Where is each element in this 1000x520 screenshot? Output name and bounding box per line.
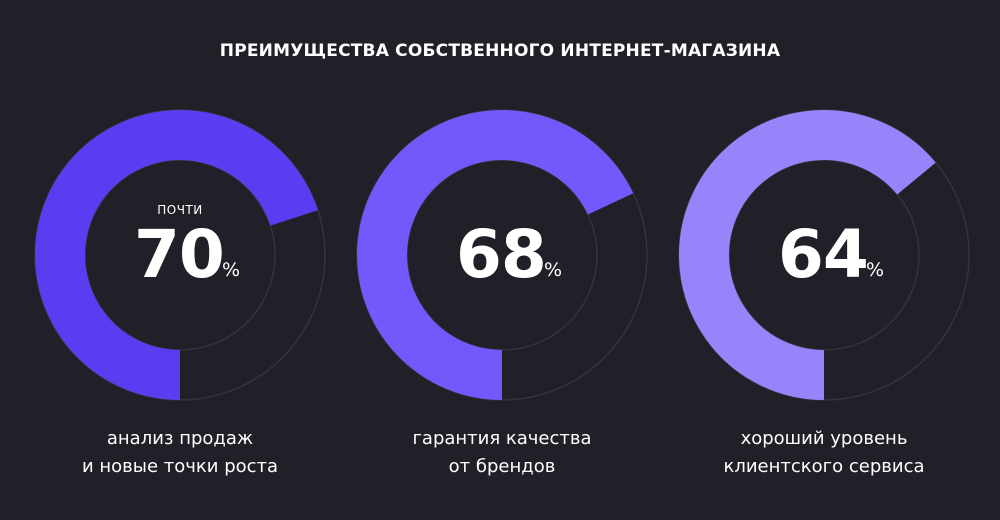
donut-caption: анализ продаж и новые точки роста [30,425,330,481]
caption-line: хороший уровень [740,428,908,449]
donut-arc-3 [679,110,936,400]
value-unit: % [222,259,241,281]
donut-arc-2 [357,110,634,400]
caption-line: клиентского сервиса [723,456,925,477]
caption-line: от брендов [448,456,556,477]
value-number: 64 [778,216,869,293]
value-prefix: ПОЧТИ [157,203,203,217]
caption-line: анализ продаж [106,428,254,449]
value-number: 68 [456,216,547,293]
donut-caption: хороший уровень клиентского сервиса [674,425,974,481]
donut-arc-1 [35,110,318,400]
donut-track-inner [728,159,920,351]
donut-track-inner [406,159,598,351]
value-unit: % [866,259,885,281]
caption-line: гарантия качества [412,428,592,449]
donut-caption: гарантия качества от брендов [352,425,652,481]
value-unit: % [544,259,563,281]
caption-line: и новые точки роста [81,456,279,477]
value-number: 70 [134,216,225,293]
page-title: ПРЕИМУЩЕСТВА СОБСТВЕННОГО ИНТЕРНЕТ-МАГАЗ… [219,41,781,61]
